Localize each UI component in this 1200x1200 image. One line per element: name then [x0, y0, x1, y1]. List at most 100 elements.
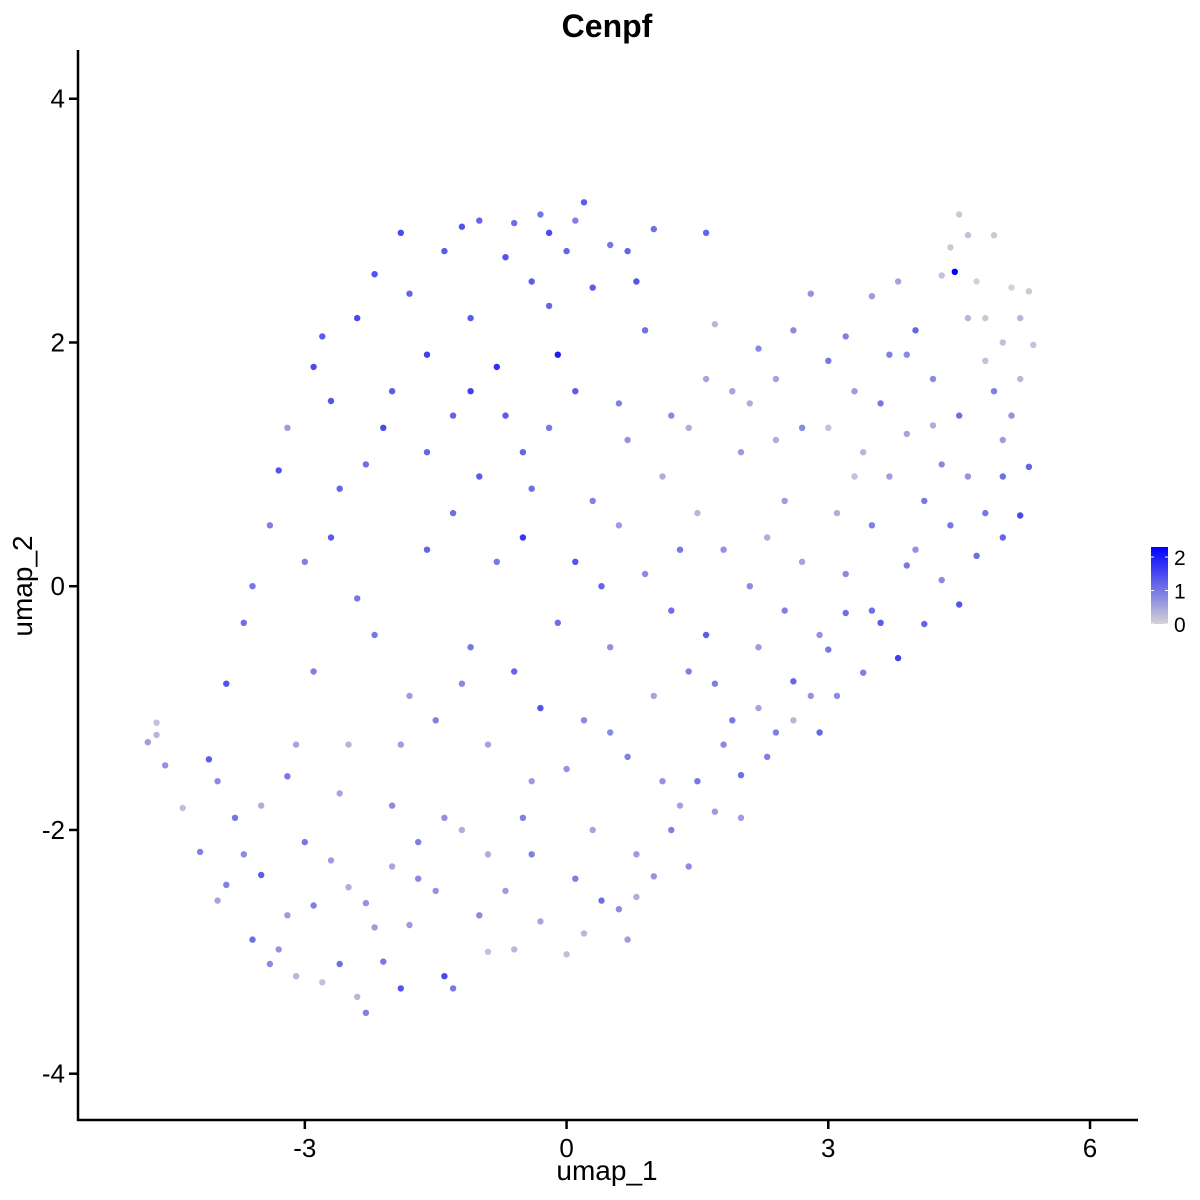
scatter-point-213: [502, 412, 509, 419]
scatter-point-36: [458, 826, 466, 834]
scatter-point-163: [545, 424, 553, 431]
scatter-point-94: [441, 247, 448, 255]
scatter-point-182: [764, 534, 771, 541]
scatter-point-214: [519, 814, 527, 821]
scatter-point-49: [633, 893, 640, 901]
scatter-points: [144, 199, 1037, 1016]
scatter-point-235: [790, 717, 797, 724]
scatter-point-136: [938, 272, 945, 279]
scatter-point-216: [537, 704, 544, 712]
scatter-point-12: [249, 936, 256, 943]
scatter-point-72: [999, 473, 1006, 480]
scatter-point-206: [397, 741, 404, 748]
scatter-point-8: [214, 897, 221, 904]
scatter-point-10: [231, 814, 239, 821]
scatter-point-245: [947, 522, 954, 529]
scatter-point-190: [886, 473, 893, 480]
scatter-point-232: [746, 400, 753, 407]
scatter-point-129: [851, 473, 858, 480]
scatter-point-97: [467, 314, 474, 322]
scatter-point-58: [772, 729, 780, 736]
scatter-point-60: [807, 692, 814, 700]
scatter-point-81: [284, 424, 291, 431]
scatter-point-240: [851, 388, 858, 395]
y-tick-label: 2: [51, 327, 65, 357]
scatter-point-11: [240, 851, 247, 858]
scatter-point-1: [153, 731, 160, 739]
scatter-point-186: [833, 509, 841, 517]
scatter-point-242: [886, 351, 893, 358]
x-axis-ticks: -3 0 3 6: [293, 1120, 1097, 1163]
y-tick-label: 0: [51, 571, 65, 601]
x-axis-title: umap_1: [556, 1155, 657, 1186]
scatter-point-146: [1017, 314, 1024, 322]
scatter-point-119: [711, 321, 719, 328]
scatter-point-91: [397, 229, 404, 236]
scatter-point-28: [380, 958, 387, 965]
scatter-point-24: [345, 884, 352, 891]
scatter-point-88: [362, 461, 370, 468]
scatter-point-246: [964, 314, 972, 322]
scatter-point-204: [362, 899, 370, 907]
scatter-point-187: [842, 570, 849, 578]
scatter-point-53: [694, 778, 701, 785]
scatter-point-195: [964, 473, 972, 480]
scatter-point-39: [502, 887, 509, 895]
scatter-point-44: [572, 875, 579, 882]
scatter-point-101: [511, 219, 518, 227]
scatter-point-170: [624, 753, 631, 760]
scatter-point-83: [310, 363, 317, 371]
scatter-point-118: [702, 229, 710, 236]
scatter-point-61: [825, 646, 832, 653]
scatter-point-221: [598, 583, 605, 590]
scatter-point-238: [825, 424, 832, 431]
scatter-point-193: [938, 461, 945, 468]
scatter-point-154: [432, 717, 439, 724]
scatter-point-166: [580, 717, 588, 724]
scatter-point-162: [528, 778, 535, 785]
scatter-point-35: [449, 985, 457, 992]
scatter-point-92: [406, 290, 413, 297]
scatter-point-78: [249, 583, 256, 590]
scatter-point-145: [1008, 284, 1015, 291]
scatter-point-208: [423, 449, 431, 456]
scatter-point-33: [432, 887, 439, 895]
scatter-point-138: [951, 268, 958, 275]
colorbar-tick-label: 1: [1174, 581, 1186, 604]
scatter-point-222: [607, 729, 614, 736]
scatter-point-102: [519, 449, 527, 456]
scatter-point-241: [868, 607, 876, 614]
scatter-point-109: [580, 199, 588, 206]
scatter-point-57: [755, 704, 762, 712]
scatter-point-4: [179, 804, 186, 812]
scatter-point-0: [144, 739, 151, 746]
scatter-point-19: [301, 838, 308, 846]
scatter-point-110: [589, 284, 596, 291]
scatter-point-15: [275, 946, 282, 953]
scatter-point-99: [493, 363, 500, 371]
scatter-point-76: [223, 680, 230, 687]
scatter-point-106: [554, 351, 561, 358]
scatter-point-167: [589, 497, 596, 505]
scatter-point-117: [685, 424, 692, 431]
scatter-point-142: [982, 314, 989, 322]
y-tick-label: -2: [42, 815, 65, 845]
scatter-point-152: [406, 692, 413, 700]
scatter-point-75: [1025, 463, 1033, 470]
scatter-point-7: [214, 778, 221, 785]
scatter-point-223: [624, 436, 631, 444]
scatter-point-77: [240, 619, 247, 626]
scatter-point-181: [755, 644, 762, 651]
scatter-point-189: [868, 522, 876, 529]
y-axis-title: umap_2: [7, 535, 38, 636]
scatter-point-96: [458, 223, 466, 230]
scatter-point-116: [668, 412, 675, 419]
scatter-point-69: [956, 601, 963, 608]
scatter-point-225: [641, 327, 649, 334]
scatter-point-164: [554, 619, 561, 626]
scatter-point-153: [423, 546, 431, 553]
scatter-point-73: [1017, 512, 1024, 519]
scatter-point-169: [615, 522, 623, 529]
scatter-point-131: [877, 400, 884, 407]
